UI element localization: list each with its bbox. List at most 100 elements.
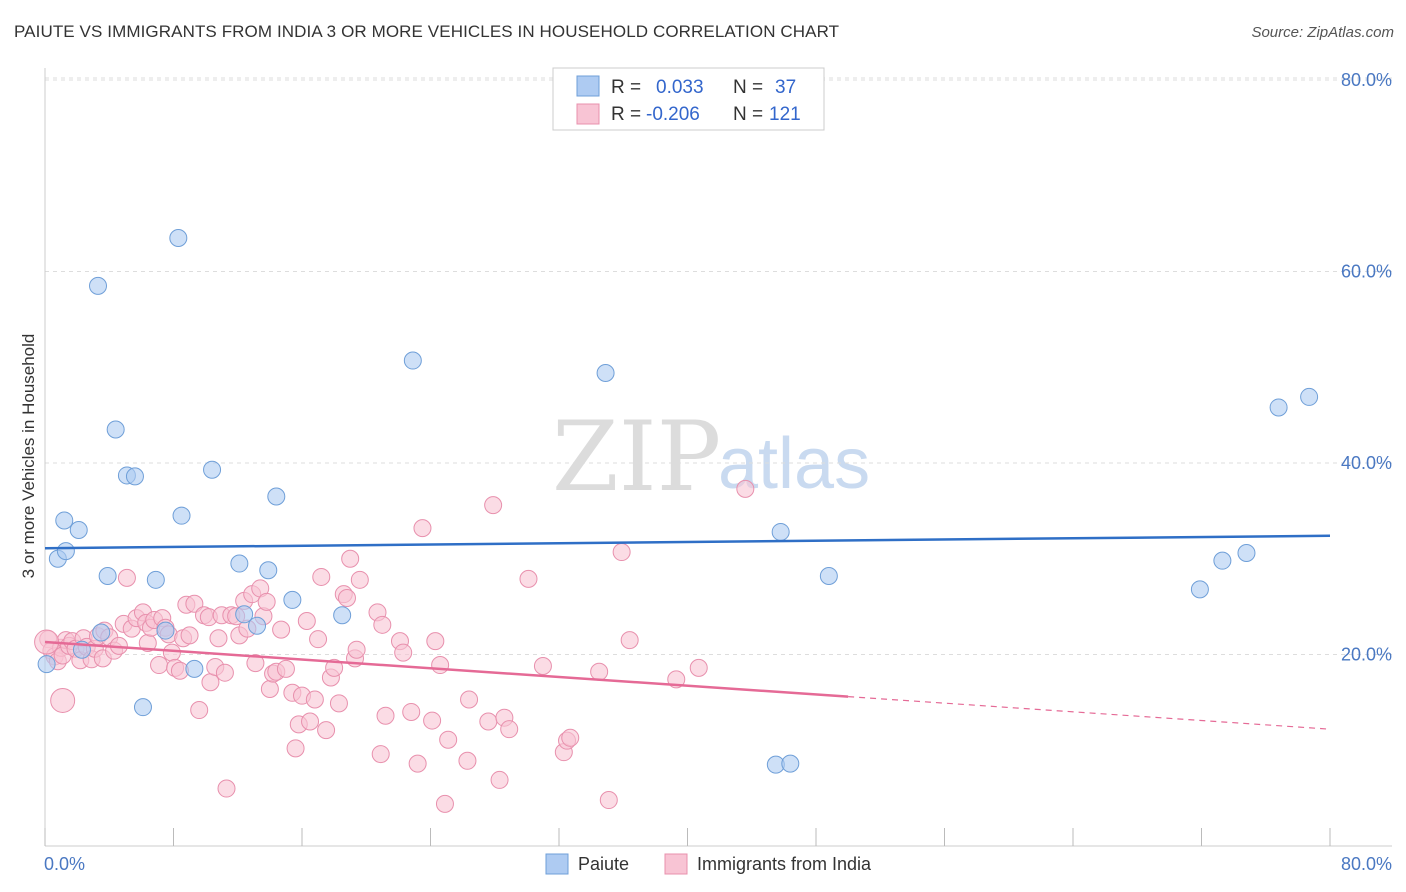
india-point — [500, 720, 519, 739]
watermark-zip: ZIP — [552, 401, 721, 513]
paiute-point — [98, 566, 117, 585]
paiute-point — [596, 363, 615, 382]
y-axis-label: 3 or more Vehicles in Household — [19, 334, 38, 579]
chart-title: PAIUTE VS IMMIGRANTS FROM INDIA 3 OR MOR… — [14, 22, 840, 41]
paiute-point — [125, 467, 144, 486]
paiute-point — [267, 487, 286, 506]
india-point — [408, 754, 427, 773]
source-credit: Source: ZipAtlas.com — [1251, 24, 1394, 41]
india-point — [612, 543, 631, 562]
x-axis-ticks — [44, 828, 1331, 846]
india-point — [329, 694, 348, 713]
paiute-point — [185, 659, 204, 678]
india-point — [50, 687, 76, 713]
india-point — [413, 519, 432, 538]
india-point — [215, 663, 234, 682]
india-point — [246, 654, 265, 673]
paiute-point — [248, 616, 267, 635]
legend-swatch-paiute — [576, 75, 600, 97]
paiute-point — [283, 590, 302, 609]
india-point — [305, 690, 324, 709]
paiute-point — [172, 506, 191, 525]
paiute-point — [781, 754, 800, 773]
india-point — [460, 690, 479, 709]
legend-r-value-paiute: 0.033 — [656, 77, 704, 98]
bottom-legend-swatch-india — [664, 853, 688, 875]
trend-line-india-extension — [848, 696, 1331, 730]
x-tick-label-max: 80.0% — [1341, 854, 1392, 874]
india-point — [458, 751, 477, 770]
paiute-point — [203, 460, 222, 479]
series-legend: Paiute Immigrants from India — [545, 853, 872, 875]
trend-line-india — [44, 640, 849, 698]
india-point — [350, 570, 369, 589]
india-point — [337, 589, 356, 608]
y-tick-label: 60.0% — [1341, 262, 1392, 282]
paiute-point — [169, 228, 188, 247]
paiute-point — [1213, 551, 1232, 570]
legend-n-label: N = — [733, 104, 763, 125]
india-point — [190, 701, 209, 720]
paiute-point — [69, 521, 88, 540]
paiute-point — [1237, 544, 1256, 563]
trend-line-paiute — [44, 534, 1331, 550]
paiute-point — [106, 420, 125, 439]
paiute-point — [37, 655, 56, 674]
paiute-point — [403, 351, 422, 370]
series-immigrants-from-india — [34, 479, 755, 813]
paiute-point — [146, 570, 165, 589]
india-point — [297, 611, 316, 630]
india-point — [117, 568, 136, 587]
india-point — [423, 711, 442, 730]
india-point — [317, 721, 336, 740]
india-point — [435, 794, 454, 813]
india-point — [376, 706, 395, 725]
series-paiute — [37, 228, 1319, 774]
paiute-point — [259, 561, 278, 580]
paiute-point — [235, 605, 254, 624]
paiute-point — [1300, 387, 1319, 406]
y-axis-tick-labels: 20.0% 40.0% 60.0% 80.0% — [1341, 70, 1392, 665]
india-point — [341, 549, 360, 568]
india-point — [209, 629, 228, 648]
india-point — [347, 640, 366, 659]
india-point — [484, 496, 503, 515]
india-point — [736, 479, 755, 498]
india-point — [180, 626, 199, 645]
india-point — [394, 643, 413, 662]
trend-lines — [44, 534, 1331, 730]
india-point — [479, 712, 498, 731]
india-point — [590, 662, 609, 681]
india-point — [561, 728, 580, 747]
india-point — [276, 659, 295, 678]
india-point — [257, 592, 276, 611]
india-point — [272, 620, 291, 639]
india-point — [312, 567, 331, 586]
x-tick-label-min: 0.0% — [44, 854, 85, 874]
india-point — [439, 730, 458, 749]
india-point — [620, 631, 639, 650]
india-point — [260, 679, 279, 698]
y-tick-label: 20.0% — [1341, 645, 1392, 665]
paiute-point — [1269, 398, 1288, 417]
india-point — [325, 658, 344, 677]
y-tick-label: 80.0% — [1341, 70, 1392, 90]
paiute-point — [89, 276, 108, 295]
paiute-point — [819, 566, 838, 585]
legend-n-value-paiute: 37 — [775, 77, 796, 98]
legend-n-value-india: 121 — [769, 104, 801, 125]
india-point — [286, 739, 305, 758]
india-point — [301, 712, 320, 731]
paiute-point — [133, 698, 152, 717]
legend-r-value-india: -0.206 — [646, 104, 700, 125]
bottom-legend-label-paiute: Paiute — [578, 854, 629, 874]
paiute-point — [56, 542, 75, 561]
india-point — [373, 615, 392, 634]
india-point — [519, 569, 538, 588]
bottom-legend-label-india: Immigrants from India — [697, 854, 872, 874]
paiute-point — [230, 554, 249, 573]
india-point — [150, 656, 169, 675]
india-point — [490, 770, 509, 789]
india-point — [431, 656, 450, 675]
